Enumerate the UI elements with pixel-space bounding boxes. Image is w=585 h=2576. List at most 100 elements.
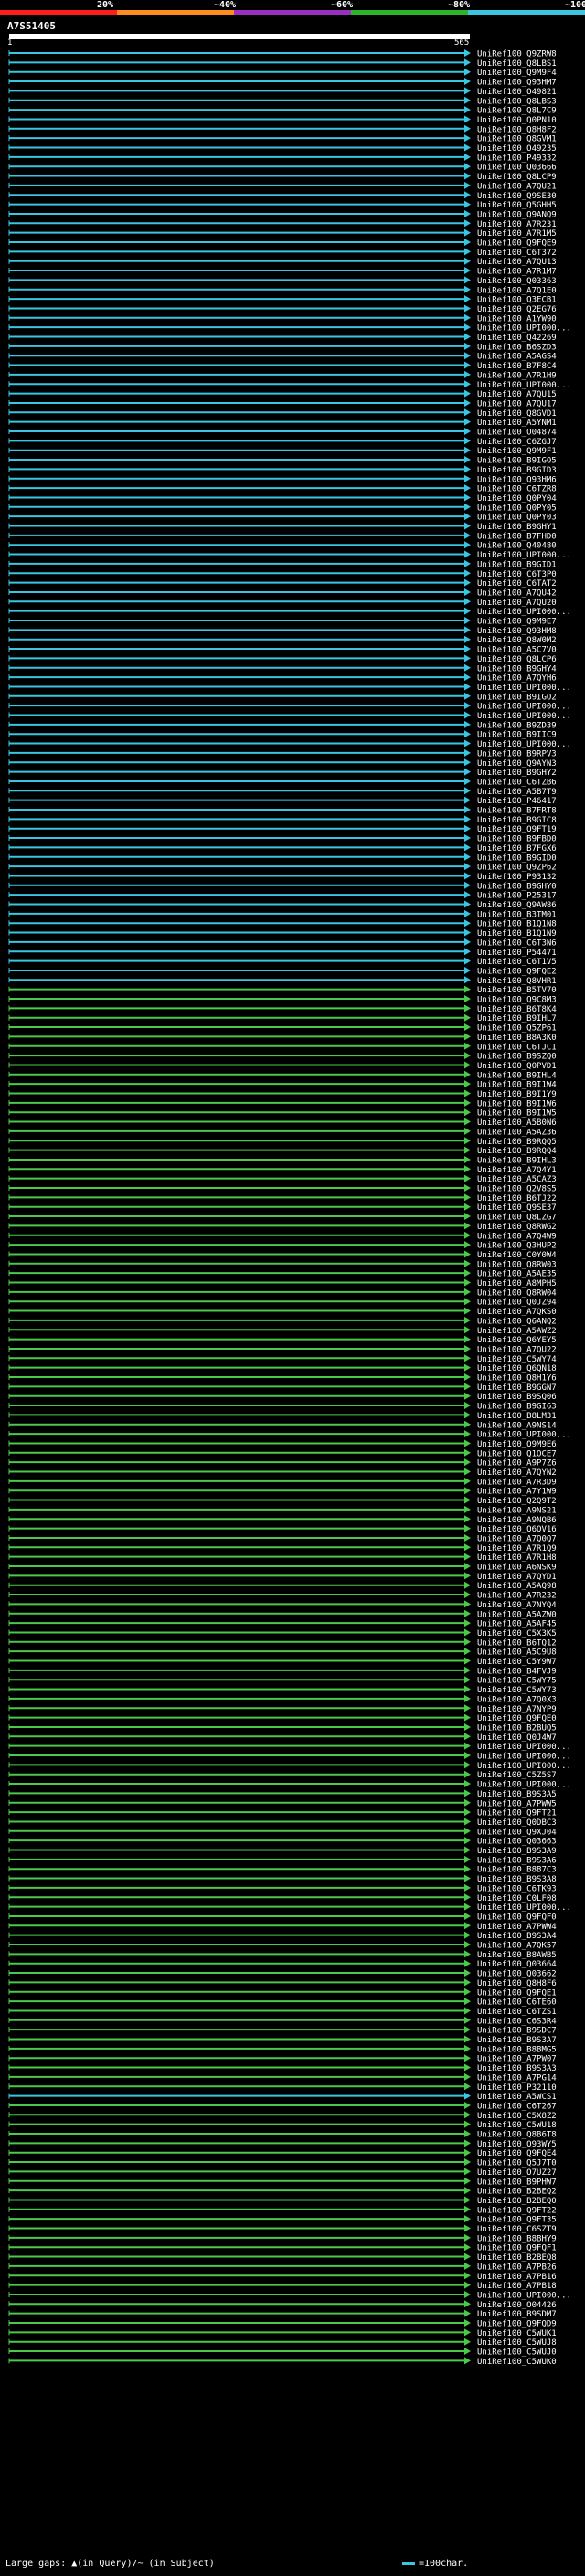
hit-label[interactable]: UniRef100_C6TK93 [477, 1884, 557, 1893]
hit-label[interactable]: UniRef100_B9SDC7 [477, 2027, 557, 2036]
hit-label[interactable]: UniRef100_Q93HM6 [477, 475, 557, 484]
hit-label[interactable]: UniRef100_Q8RW04 [477, 1288, 557, 1298]
hit-label[interactable]: UniRef100_B8LM31 [477, 1412, 557, 1421]
hit-label[interactable]: UniRef100_B9S3A3 [477, 2064, 557, 2073]
hit-label[interactable]: UniRef100_B9RQQ5 [477, 1138, 557, 1147]
hit-label[interactable]: UniRef100_A5B0N6 [477, 1118, 557, 1128]
hit-label[interactable]: UniRef100_O04426 [477, 2301, 557, 2310]
hit-label[interactable]: UniRef100_A7QYN2 [477, 1468, 557, 1478]
hit-label[interactable]: UniRef100_Q8H1Y6 [477, 1374, 557, 1383]
hit-label[interactable]: UniRef100_C5X3K5 [477, 1629, 557, 1638]
hit-label[interactable]: UniRef100_A5C9U8 [477, 1648, 557, 1658]
hit-label[interactable]: UniRef100_Q9M9E6 [477, 1440, 557, 1449]
hit-label[interactable]: UniRef100_Q5J7T0 [477, 2159, 557, 2168]
hit-label[interactable]: UniRef100_Q8LCP6 [477, 655, 557, 664]
hit-label[interactable]: UniRef100_C6T372 [477, 249, 557, 258]
hit-label[interactable]: UniRef100_A5YNM1 [477, 419, 557, 428]
hit-label[interactable]: UniRef100_A7Q0Q7 [477, 1534, 557, 1543]
hit-label[interactable]: UniRef100_A7R232 [477, 1592, 557, 1601]
hit-label[interactable]: UniRef100_B5TV70 [477, 986, 557, 995]
hit-label[interactable]: UniRef100_B1Q1N8 [477, 920, 557, 929]
hit-label[interactable]: UniRef100_UPI000... [477, 740, 571, 749]
hit-label[interactable]: UniRef100_A7PW07 [477, 2055, 557, 2064]
hit-label[interactable]: UniRef100_Q0PVD1 [477, 1062, 557, 1071]
hit-label[interactable]: UniRef100_A7PB18 [477, 2282, 557, 2291]
hit-label[interactable]: UniRef100_C5WU18 [477, 2121, 557, 2130]
hit-label[interactable]: UniRef100_Q3ECB1 [477, 296, 557, 305]
hit-label[interactable]: UniRef100_B8B7C3 [477, 1866, 557, 1875]
hit-label[interactable]: UniRef100_Q9FQE1 [477, 1988, 557, 1998]
hit-label[interactable]: UniRef100_Q8RW03 [477, 1260, 557, 1269]
hit-label[interactable]: UniRef100_A7PG14 [477, 2073, 557, 2083]
hit-label[interactable]: UniRef100_Q8LBS1 [477, 59, 557, 69]
hit-label[interactable]: UniRef100_Q0JZ94 [477, 1299, 557, 1308]
hit-label[interactable]: UniRef100_A5AGS4 [477, 353, 557, 362]
hit-label[interactable]: UniRef100_Q6QV16 [477, 1525, 557, 1534]
hit-label[interactable]: UniRef100_A7R1H8 [477, 1553, 557, 1563]
hit-label[interactable]: UniRef100_O7UZ27 [477, 2168, 557, 2178]
hit-label[interactable]: UniRef100_Q8LCP9 [477, 173, 557, 182]
hit-label[interactable]: UniRef100_B9I1W5 [477, 1109, 557, 1118]
hit-label[interactable]: UniRef100_B3TM01 [477, 910, 557, 919]
hit-label[interactable]: UniRef100_A7QYH6 [477, 674, 557, 684]
hit-label[interactable]: UniRef100_Q9AW86 [477, 901, 557, 910]
hit-label[interactable]: UniRef100_Q8LBS3 [477, 97, 557, 106]
hit-label[interactable]: UniRef100_UPI000... [477, 1762, 571, 1771]
hit-label[interactable]: UniRef100_O04874 [477, 429, 557, 438]
hit-label[interactable]: UniRef100_C0LF08 [477, 1894, 557, 1903]
hit-label[interactable]: UniRef100_B9ZD39 [477, 721, 557, 730]
hit-label[interactable]: UniRef100_C6ZGJ7 [477, 438, 557, 447]
hit-label[interactable]: UniRef100_Q8VHR1 [477, 977, 557, 986]
hit-label[interactable]: UniRef100_C6T3N6 [477, 938, 557, 948]
hit-label[interactable]: UniRef100_UPI000... [477, 1753, 571, 1762]
hit-label[interactable]: UniRef100_Q9SE37 [477, 1203, 557, 1213]
hit-label[interactable]: UniRef100_A7Y1W9 [477, 1488, 557, 1497]
hit-label[interactable]: UniRef100_B2BUQ5 [477, 1723, 557, 1733]
hit-label[interactable]: UniRef100_A9NS14 [477, 1421, 557, 1430]
hit-label[interactable]: UniRef100_P32110 [477, 2083, 557, 2093]
hit-label[interactable]: UniRef100_B9GI63 [477, 1403, 557, 1412]
hit-label[interactable]: UniRef100_Q6ANQ2 [477, 1317, 557, 1326]
hit-label[interactable]: UniRef100_B9IGO2 [477, 693, 557, 702]
hit-label[interactable]: UniRef100_A7R1M5 [477, 229, 557, 239]
hit-label[interactable]: UniRef100_A7QYD1 [477, 1573, 557, 1582]
hit-label[interactable]: UniRef100_Q9C8M3 [477, 996, 557, 1005]
hit-label[interactable]: UniRef100_UPI000... [477, 684, 571, 693]
hit-label[interactable]: UniRef100_A7Q4Y1 [477, 1166, 557, 1175]
hit-label[interactable]: UniRef100_Q93HM7 [477, 79, 557, 88]
hit-label[interactable]: UniRef100_B6T8K4 [477, 1005, 557, 1014]
hit-label[interactable]: UniRef100_C6T1V5 [477, 958, 557, 967]
hit-label[interactable]: UniRef100_B9GHY1 [477, 523, 557, 532]
hit-label[interactable]: UniRef100_A7QU22 [477, 1345, 557, 1354]
hit-label[interactable]: UniRef100_C5WUK0 [477, 2358, 557, 2367]
hit-label[interactable]: UniRef100_C5Y9W7 [477, 1658, 557, 1667]
hit-label[interactable]: UniRef100_Q93HM8 [477, 627, 557, 636]
hit-label[interactable]: UniRef100_B9IHL4 [477, 1071, 557, 1080]
hit-label[interactable]: UniRef100_B9IHL7 [477, 1014, 557, 1023]
hit-label[interactable]: UniRef100_A7QU15 [477, 390, 557, 399]
hit-label[interactable]: UniRef100_Q6QN18 [477, 1364, 557, 1373]
hit-label[interactable]: UniRef100_Q03363 [477, 277, 557, 286]
hit-label[interactable]: UniRef100_UPI000... [477, 2291, 571, 2300]
hit-label[interactable]: UniRef100_A7QU42 [477, 588, 557, 598]
hit-label[interactable]: UniRef100_A7QK57 [477, 1942, 557, 1951]
hit-label[interactable]: UniRef100_A9P7Z6 [477, 1459, 557, 1468]
hit-label[interactable]: UniRef100_A7QU20 [477, 599, 557, 608]
hit-label[interactable]: UniRef100_B9IIC9 [477, 731, 557, 740]
hit-label[interactable]: UniRef100_B9S3A6 [477, 1856, 557, 1865]
hit-label[interactable]: UniRef100_Q0J4W7 [477, 1733, 557, 1743]
hit-label[interactable]: UniRef100_A5AZ36 [477, 1128, 557, 1137]
hit-label[interactable]: UniRef100_A8MPH5 [477, 1279, 557, 1288]
hit-label[interactable]: UniRef100_B9I1W6 [477, 1099, 557, 1108]
hit-label[interactable]: UniRef100_A7R1Q9 [477, 1544, 557, 1553]
hit-label[interactable]: UniRef100_Q8LZG7 [477, 1214, 557, 1223]
hit-label[interactable]: UniRef100_Q2Q9T2 [477, 1497, 557, 1506]
hit-label[interactable]: UniRef100_Q03664 [477, 1960, 557, 1969]
hit-label[interactable]: UniRef100_Q9FQE4 [477, 2149, 557, 2158]
hit-label[interactable]: UniRef100_Q42269 [477, 334, 557, 343]
hit-label[interactable]: UniRef100_Q0DBC3 [477, 1818, 557, 1828]
hit-label[interactable]: UniRef100_P49332 [477, 154, 557, 163]
hit-label[interactable]: UniRef100_C5WY75 [477, 1677, 557, 1686]
hit-label[interactable]: UniRef100_A9NS21 [477, 1506, 557, 1515]
hit-label[interactable]: UniRef100_UPI000... [477, 324, 571, 334]
